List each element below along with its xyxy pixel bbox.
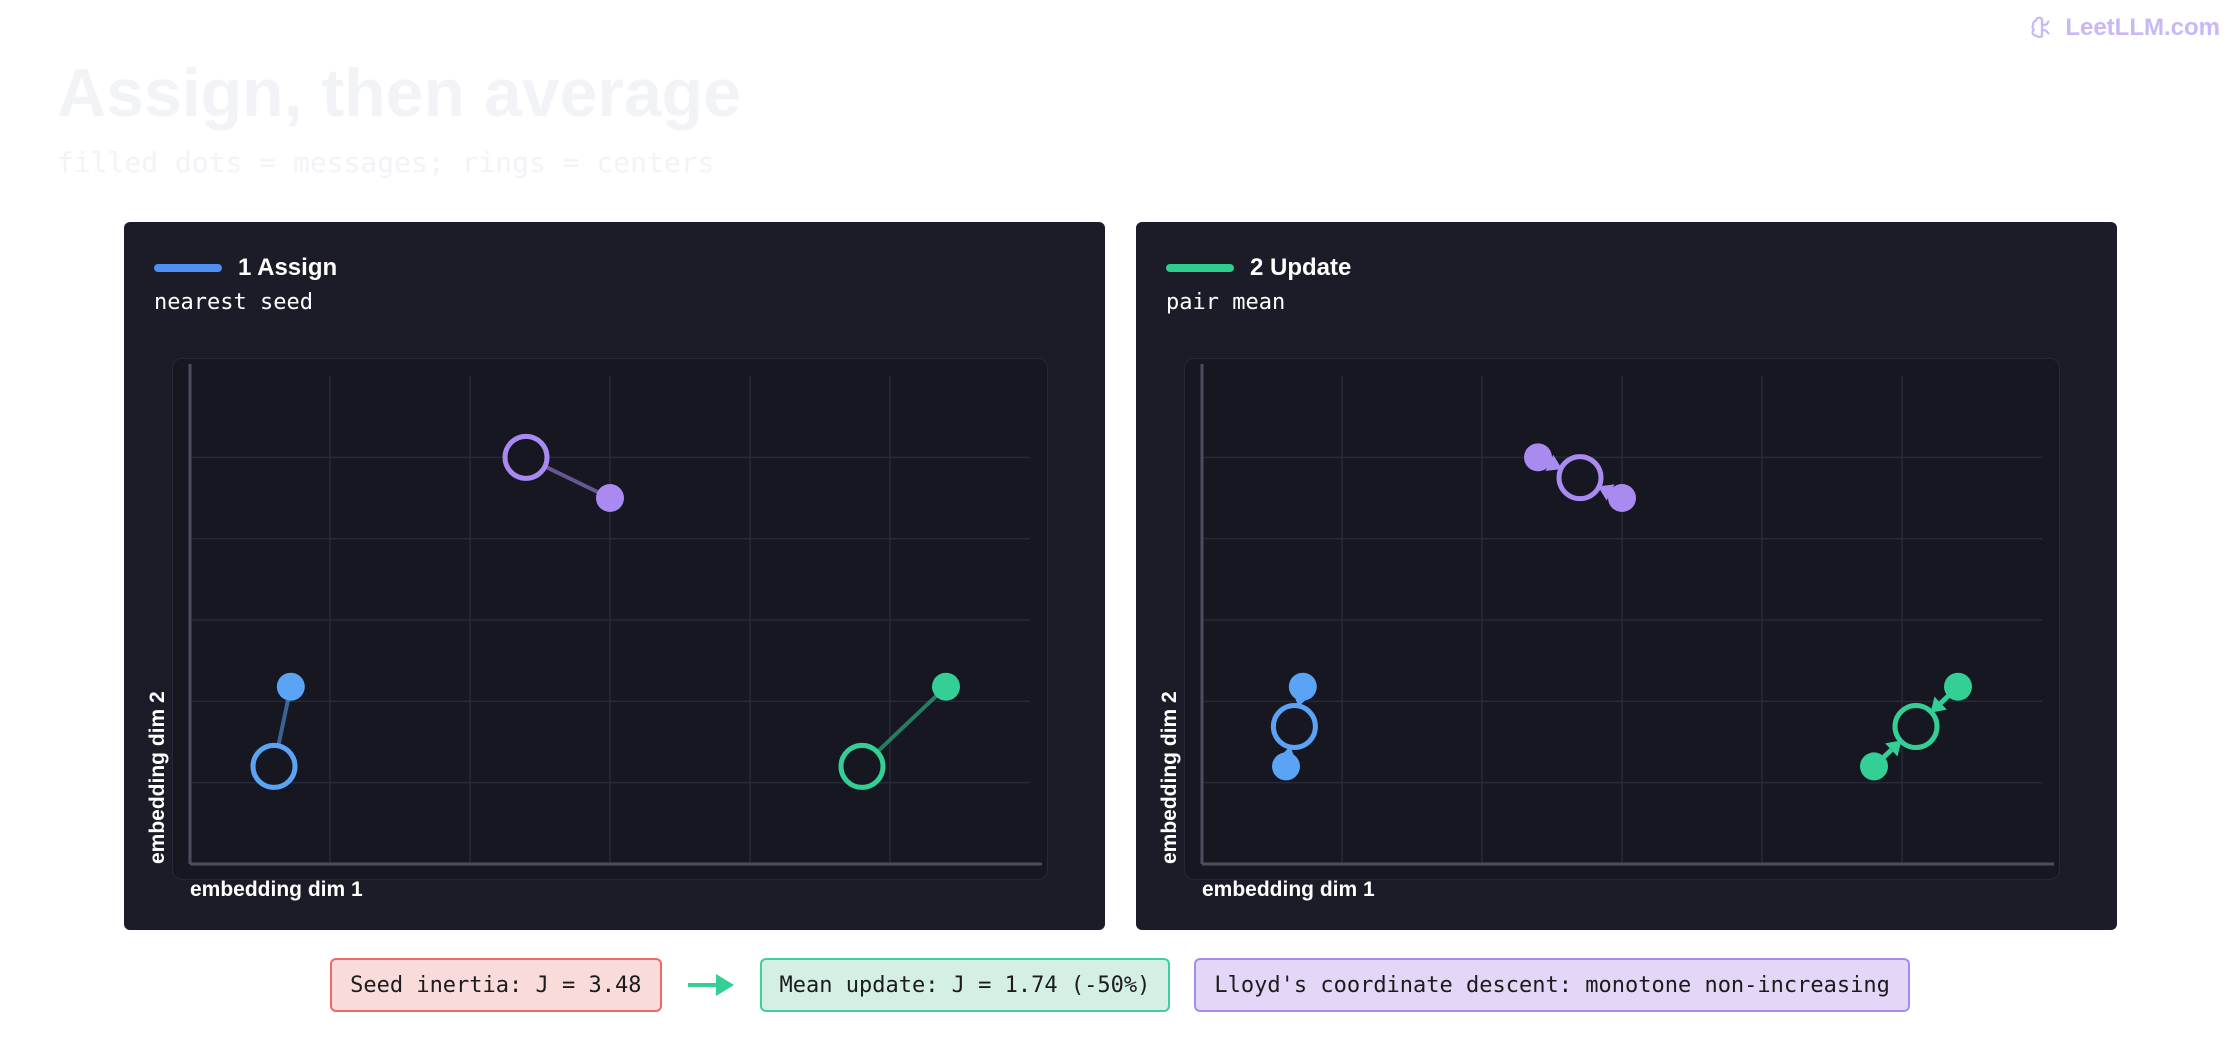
update-arrow-head [1885, 740, 1902, 757]
cluster-center-ring [1270, 703, 1318, 751]
y-axis-label: embedding dim 2 [146, 691, 169, 864]
page-title: Assign, then average [57, 55, 742, 131]
update-arrow-head [1930, 696, 1947, 713]
assign-panel-subtitle: nearest seed [154, 290, 313, 315]
update-panel-header: 2 Update [1166, 254, 1351, 282]
assign-plot: embedding dim 1 embedding dim 2 [146, 364, 1042, 901]
message-point [1608, 484, 1636, 512]
message-point [1272, 752, 1300, 781]
x-axis-label: embedding dim 1 [1202, 878, 1375, 901]
x-axis-label: embedding dim 1 [190, 878, 363, 901]
update-plot: embedding dim 1 embedding dim 2 [1158, 364, 2054, 901]
lloyd-descent-chip: Lloyd's coordinate descent: monotone non… [1194, 958, 1910, 1012]
update-arrow-head [1598, 484, 1615, 501]
update-panel: 2 Update pair mean embedding dim 1 embedd… [1136, 222, 2117, 930]
y-axis-label: embedding dim 2 [1158, 691, 1181, 864]
brand[interactable]: LeetLLM.com [2029, 14, 2220, 42]
message-point [1944, 672, 1972, 701]
arrow-right-icon [687, 974, 734, 996]
message-point [1288, 672, 1317, 701]
brand-name: LeetLLM.com [2065, 14, 2220, 41]
assign-panel-title: 1 Assign [238, 254, 338, 281]
brain-icon [2031, 16, 2050, 39]
update-panel-title: 2 Update [1250, 254, 1352, 281]
update-arrow-head [1545, 454, 1562, 471]
assign-panel: 1 Assign nearest seed embedding dim 1 emb… [124, 222, 1105, 930]
cluster-center-ring [838, 742, 886, 790]
assign-accent-swatch [154, 264, 222, 272]
cluster-center-ring [250, 742, 298, 790]
page-subtitle: filled dots = messages; rings = centers [57, 146, 715, 179]
seed-inertia-chip: Seed inertia: J = 3.48 [330, 958, 662, 1012]
summary-chips: Seed inertia: J = 3.48 Mean update: J = … [0, 958, 2240, 1012]
message-point [276, 672, 305, 701]
update-panel-subtitle: pair mean [1166, 290, 1286, 315]
cluster-marks [1270, 443, 1972, 781]
cluster-center-ring [1556, 454, 1604, 502]
message-point [932, 672, 960, 701]
assign-panel-header: 1 Assign [154, 254, 337, 282]
message-point [1860, 752, 1888, 781]
update-accent-swatch [1166, 264, 1234, 272]
message-point [596, 484, 624, 512]
cluster-center-ring [1892, 703, 1940, 751]
cluster-marks [250, 433, 960, 790]
cluster-center-ring [502, 433, 550, 481]
message-point [1524, 443, 1552, 472]
mean-update-chip: Mean update: J = 1.74 (-50%) [759, 958, 1171, 1012]
